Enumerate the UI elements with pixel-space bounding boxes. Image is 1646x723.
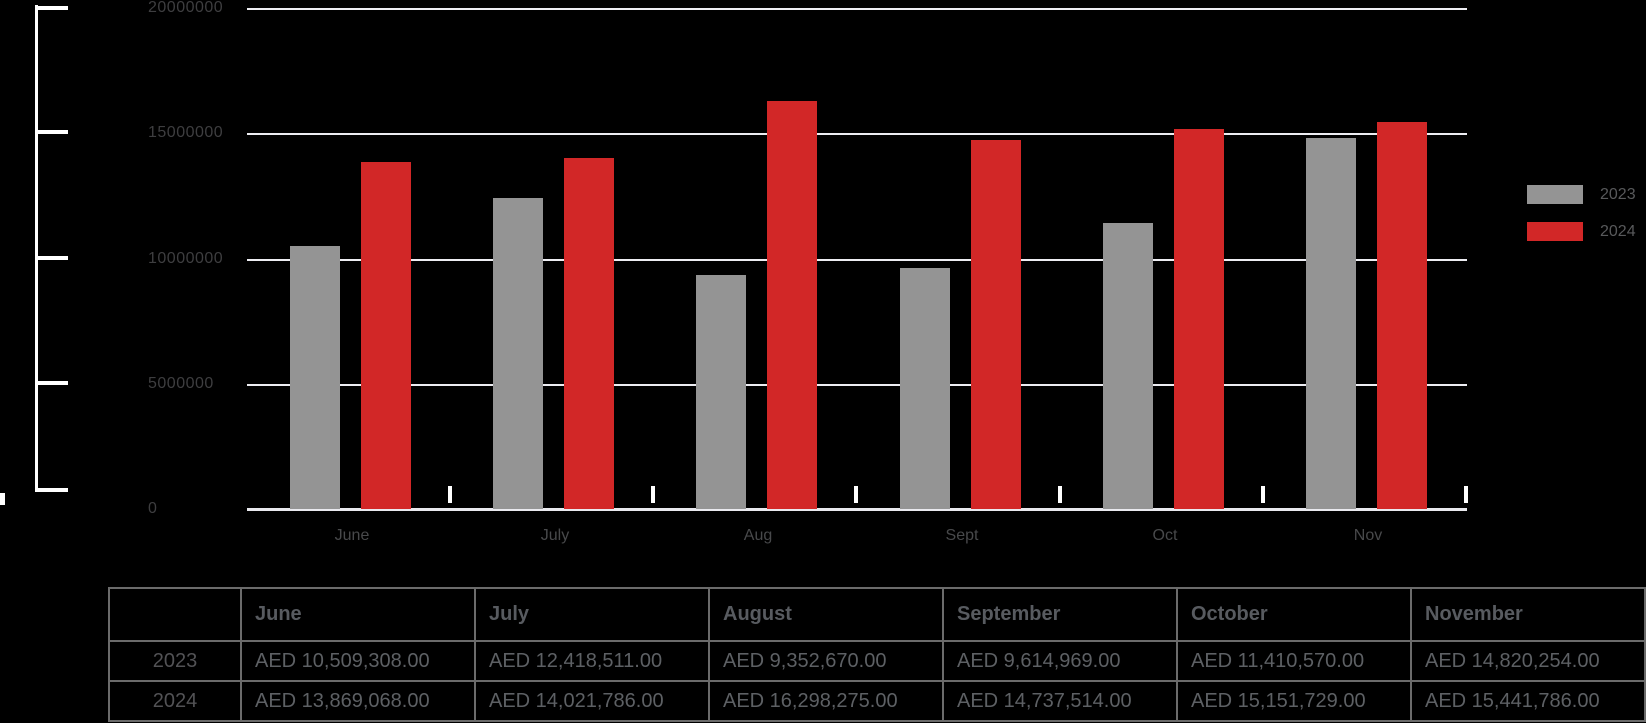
value-cell: AED 15,441,786.00 [1410, 680, 1646, 722]
value-cell: AED 14,021,786.00 [474, 680, 710, 722]
chart-legend: 2023 2024 [1527, 185, 1636, 259]
legend-label-2024: 2024 [1600, 223, 1636, 240]
x-axis-separator-tick [854, 486, 858, 503]
year-label-cell: 2023 [108, 640, 242, 682]
x-axis-separator-tick [1464, 486, 1468, 503]
bar-2023-nov [1306, 138, 1356, 509]
legend-swatch-2024 [1527, 222, 1583, 241]
x-category-label: Nov [1353, 527, 1383, 544]
y-axis-bracket-tick [35, 488, 68, 492]
value-cell: AED 9,352,670.00 [708, 640, 944, 682]
table-month-header: September [942, 587, 1178, 642]
value-cell: AED 16,298,275.00 [708, 680, 944, 722]
y-axis-bracket-tick [35, 381, 68, 385]
x-category-label: July [540, 527, 570, 544]
value-cell: AED 12,418,511.00 [474, 640, 710, 682]
table-month-header: June [240, 587, 476, 642]
x-category-label: Oct [1152, 527, 1178, 544]
monthly-values-table: June July August September October November 20… [108, 587, 1646, 722]
table-row-2023: 2023 AED 10,509,308.00 AED 12,418,511.00 AE… [108, 640, 1646, 682]
value-cell: AED 11,410,570.00 [1176, 640, 1412, 682]
table-month-header: October [1176, 587, 1412, 642]
y-axis-bracket-line [35, 5, 38, 492]
legend-item-2024: 2024 [1527, 222, 1636, 241]
gridline [247, 133, 1467, 135]
legend-label-2023: 2023 [1600, 186, 1636, 203]
y-axis-bracket-tick [35, 256, 68, 260]
table-row-2024: 2024 AED 13,869,068.00 AED 14,021,786.00 AE… [108, 680, 1646, 722]
x-category-label: Aug [743, 527, 773, 544]
bar-2024-july [564, 158, 614, 509]
gridline [247, 259, 1467, 261]
bottom-left-corner-mark [0, 493, 5, 505]
bar-2023-aug [696, 275, 746, 509]
year-label-cell: 2024 [108, 680, 242, 722]
value-cell: AED 10,509,308.00 [240, 640, 476, 682]
y-tick-label: 10000000 [148, 250, 224, 267]
legend-item-2023: 2023 [1527, 185, 1636, 204]
table-month-header: July [474, 587, 710, 642]
bar-2024-aug [767, 101, 817, 509]
value-cell: AED 13,869,068.00 [240, 680, 476, 722]
bar-2023-june [290, 246, 340, 509]
x-axis-separator-tick [651, 486, 655, 503]
legend-swatch-2023 [1527, 185, 1583, 204]
x-axis-separator-tick [1058, 486, 1062, 503]
table-month-header: November [1410, 587, 1646, 642]
table-header-row: June July August September October November [108, 587, 1646, 642]
value-cell: AED 9,614,969.00 [942, 640, 1178, 682]
y-tick-label: 20000000 [148, 0, 224, 16]
y-tick-label: 0 [148, 500, 158, 517]
bar-2024-oct [1174, 129, 1224, 509]
bar-2024-sept [971, 140, 1021, 509]
bar-2023-oct [1103, 223, 1153, 509]
value-cell: AED 15,151,729.00 [1176, 680, 1412, 722]
value-cell: AED 14,820,254.00 [1410, 640, 1646, 682]
table-month-header: August [708, 587, 944, 642]
x-axis-separator-tick [448, 486, 452, 503]
y-tick-label: 5000000 [148, 375, 214, 392]
value-cell: AED 14,737,514.00 [942, 680, 1178, 722]
bar-2023-sept [900, 268, 950, 509]
bar-2023-july [493, 198, 543, 509]
x-category-label: June [334, 527, 370, 544]
gridline [247, 8, 1467, 10]
table-corner-cell [108, 587, 242, 642]
bar-chart: 0 5000000 10000000 15000000 20000000 June Jul… [0, 0, 1636, 544]
y-axis-bracket-tick [35, 130, 68, 134]
y-axis-bracket-tick [35, 6, 68, 10]
y-tick-label: 15000000 [148, 124, 224, 141]
gridline [247, 384, 1467, 386]
bar-2024-nov [1377, 122, 1427, 509]
x-axis-baseline [247, 508, 1467, 511]
x-axis-separator-tick [1261, 486, 1265, 503]
x-category-label: Sept [945, 527, 979, 544]
bar-2024-june [361, 162, 411, 509]
